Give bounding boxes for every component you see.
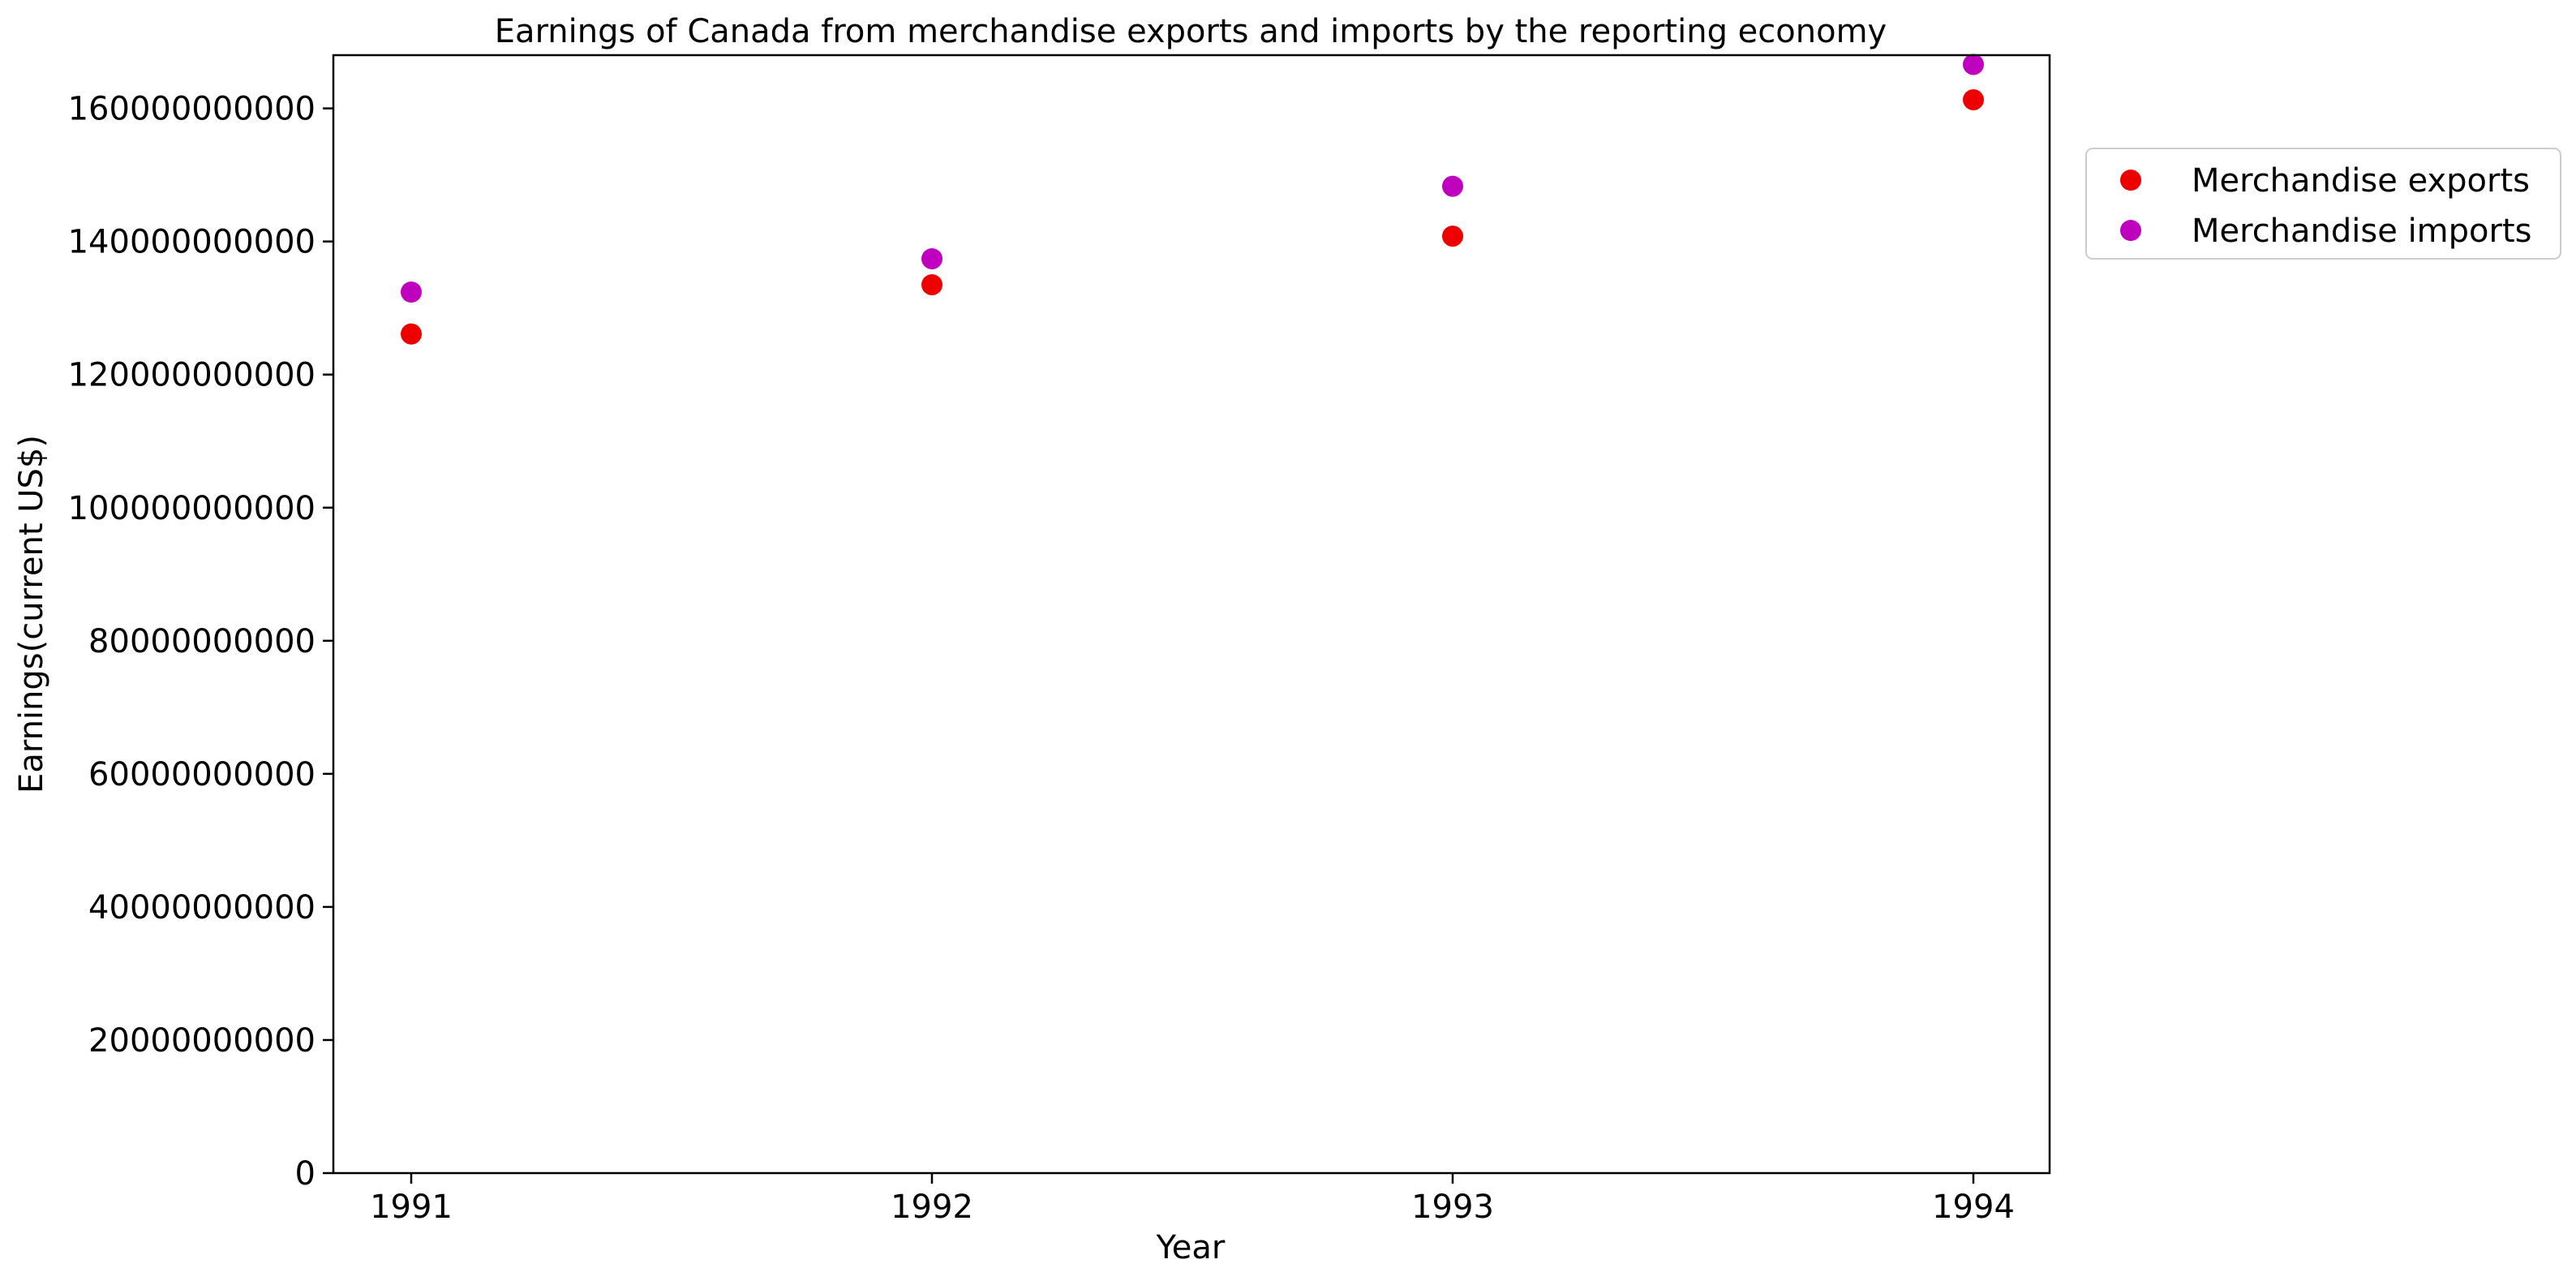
legend-marker [2120,220,2141,241]
data-point [1442,175,1463,197]
x-tick-label: 1992 [891,1189,973,1226]
chart-title: Earnings of Canada from merchandise expo… [495,13,1887,50]
y-tick-label: 0 [295,1155,316,1193]
y-tick-label: 160000000000 [68,91,316,128]
data-point [1963,54,1984,75]
data-point [401,323,422,345]
x-tick-label: 1993 [1411,1189,1494,1226]
y-axis-label: Earnings(current US$) [13,435,50,793]
data-point [1442,226,1463,247]
legend-frame [2085,148,2561,260]
plot-area-frame [332,54,2051,1175]
data-point [401,282,422,303]
legend-label: Merchandise imports [2192,213,2531,250]
data-point [921,273,942,295]
x-tick-label: 1991 [370,1189,453,1226]
y-tick-label: 120000000000 [68,357,316,394]
x-tick-label: 1994 [1932,1189,2015,1226]
x-axis-ticks: 1991 1992 1993 1994 [370,1173,2015,1226]
data-point [1963,88,1984,110]
y-tick-label: 100000000000 [68,490,316,527]
data-points [401,54,1984,345]
y-tick-label: 40000000000 [88,889,316,926]
y-tick-label: 80000000000 [88,623,316,660]
x-axis-label: Year [1156,1229,1226,1266]
legend-items: Merchandise exports Merchandise imports [2120,162,2531,250]
legend: Merchandise exports Merchandise imports [2085,148,2561,260]
legend-marker [2120,170,2141,191]
y-tick-label: 60000000000 [88,756,316,793]
y-tick-label: 140000000000 [68,224,316,261]
y-axis-ticks: 0 20000000000 40000000000 60000000000 800000… [68,91,333,1193]
data-point [921,247,942,269]
legend-label: Merchandise exports [2192,162,2530,200]
y-tick-label: 20000000000 [88,1022,316,1060]
